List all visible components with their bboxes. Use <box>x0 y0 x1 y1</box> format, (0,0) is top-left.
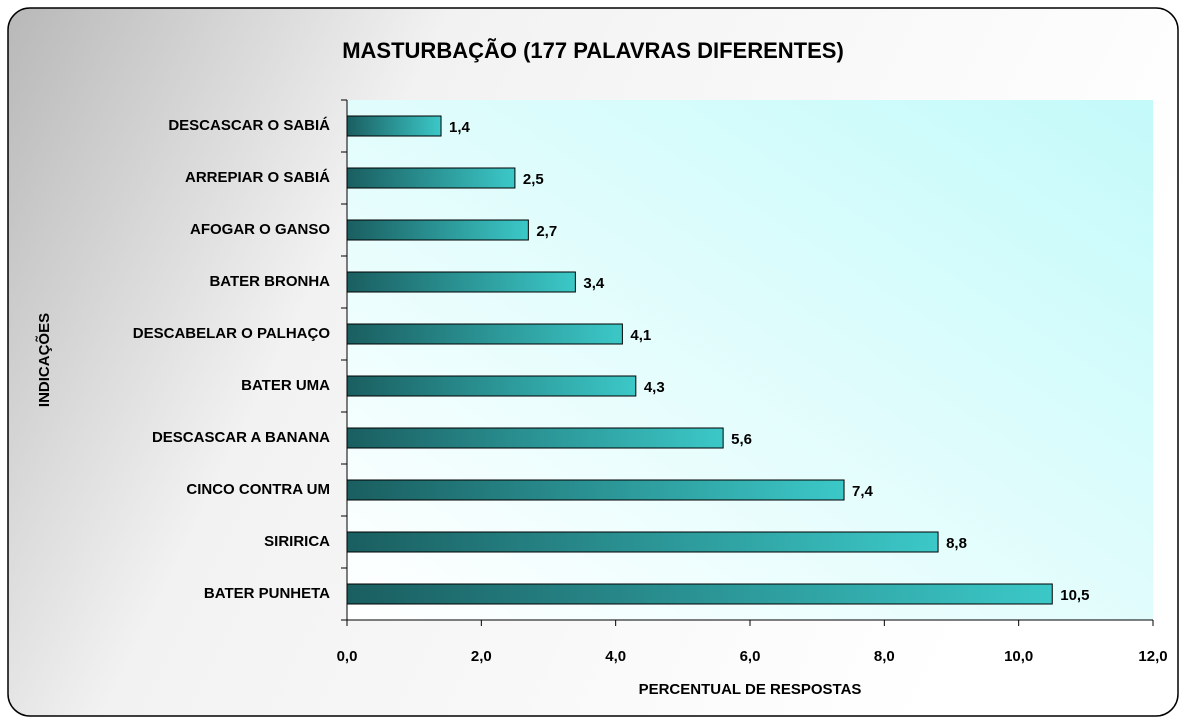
bar <box>346 115 442 137</box>
y-tick-label: CINCO CONTRA UM <box>186 481 330 498</box>
bar <box>346 427 724 449</box>
chart-title: MASTURBAÇÃO (177 PALAVRAS DIFERENTES) <box>342 38 844 63</box>
value-label: 10,5 <box>1060 587 1089 604</box>
bar <box>346 219 529 241</box>
y-axis-title: INDICAÇÕES <box>35 313 53 407</box>
y-tick-label: DESCABELAR O PALHAÇO <box>133 325 331 342</box>
y-tick-label: BATER UMA <box>241 377 330 394</box>
y-tick-label: DESCASCAR O SABIÁ <box>168 117 330 134</box>
value-label: 4,3 <box>644 379 665 396</box>
x-tick-label: 2,0 <box>471 648 492 665</box>
value-label: 2,5 <box>523 171 544 188</box>
y-tick-label: SIRIRICA <box>264 533 330 550</box>
x-tick-label: 0,0 <box>337 648 358 665</box>
value-label: 3,4 <box>583 275 605 292</box>
bar <box>346 167 516 189</box>
x-tick-label: 12,0 <box>1138 648 1167 665</box>
value-label: 2,7 <box>536 223 557 240</box>
x-tick-label: 10,0 <box>1004 648 1033 665</box>
value-label: 8,8 <box>946 535 967 552</box>
value-label: 1,4 <box>449 119 471 136</box>
bar <box>346 323 623 345</box>
x-axis-title: PERCENTUAL DE RESPOSTAS <box>639 681 862 698</box>
x-tick-label: 8,0 <box>874 648 895 665</box>
bar <box>346 271 576 293</box>
value-label: 5,6 <box>731 431 752 448</box>
y-tick-label: AFOGAR O GANSO <box>190 221 330 238</box>
x-tick-label: 6,0 <box>740 648 761 665</box>
value-label: 7,4 <box>852 483 874 500</box>
y-tick-label: BATER BRONHA <box>209 273 330 290</box>
bar <box>346 583 1053 605</box>
value-label: 4,1 <box>630 327 651 344</box>
bar <box>346 531 939 553</box>
y-tick-label: BATER PUNHETA <box>204 585 330 602</box>
bar <box>346 375 637 397</box>
y-tick-label: ARREPIAR O SABIÁ <box>185 169 330 186</box>
y-tick-label: DESCASCAR A BANANA <box>152 429 330 446</box>
bar <box>346 479 845 501</box>
x-tick-label: 4,0 <box>605 648 626 665</box>
